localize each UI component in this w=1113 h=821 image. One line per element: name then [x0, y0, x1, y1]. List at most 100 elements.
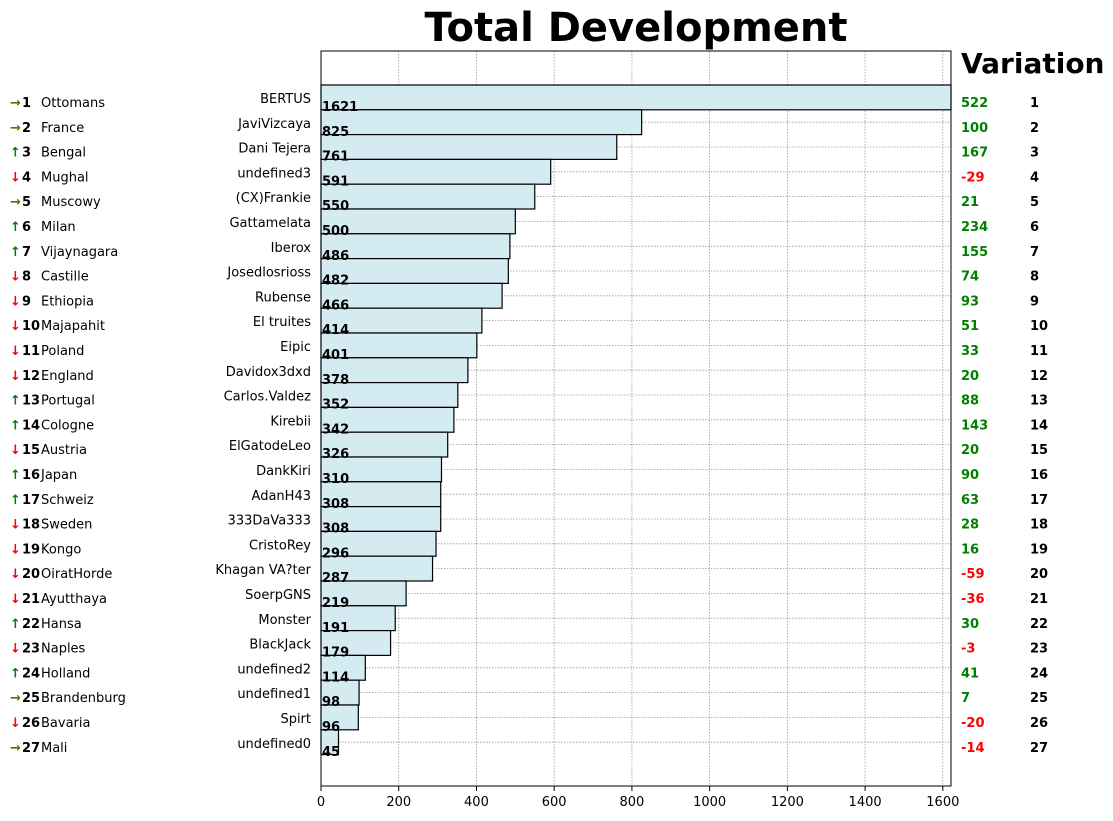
player-label: undefined0 — [237, 737, 311, 752]
value-label: 825 — [322, 125, 349, 140]
rank-label: 8 — [22, 270, 31, 285]
rank-label: 2 — [22, 121, 31, 136]
country-label: Austria — [41, 443, 87, 458]
variation-value: 522 — [961, 96, 988, 111]
value-label: 308 — [322, 522, 349, 537]
rank-label: 11 — [22, 344, 40, 359]
variation-value: 234 — [961, 220, 988, 235]
trend-icon: ↑ — [10, 394, 21, 409]
country-label: Cologne — [41, 418, 94, 433]
variation-value: 33 — [961, 344, 979, 359]
rank-label: 20 — [22, 567, 40, 582]
rank-label: 13 — [22, 394, 40, 409]
trend-icon: ↑ — [10, 245, 21, 260]
trend-icon: ↓ — [10, 344, 21, 359]
variation-value: -20 — [961, 716, 985, 731]
country-label: France — [41, 121, 84, 136]
country-label: Majapahit — [41, 319, 105, 334]
variation-value: 7 — [961, 691, 970, 706]
bar — [320, 109, 643, 136]
x-tick-label: 0 — [317, 795, 325, 810]
variation-value: 93 — [961, 294, 979, 309]
variation-rank: 20 — [1030, 567, 1048, 582]
trend-icon: ↑ — [10, 220, 21, 235]
trend-icon: → — [10, 96, 21, 111]
player-label: BlackJack — [249, 638, 311, 653]
bar — [320, 580, 407, 607]
rank-label: 10 — [22, 319, 40, 334]
value-label: 401 — [322, 348, 349, 363]
value-label: 414 — [322, 323, 349, 338]
variation-rank: 10 — [1030, 319, 1048, 334]
player-label: 333DaVa333 — [228, 514, 311, 529]
bar — [320, 158, 552, 185]
player-label: SoerpGNS — [245, 588, 311, 603]
value-label: 179 — [322, 646, 349, 661]
x-tick-label: 400 — [464, 795, 489, 810]
country-label: England — [41, 369, 94, 384]
trend-icon: ↓ — [10, 542, 21, 557]
value-label: 287 — [322, 571, 349, 586]
value-label: 45 — [322, 745, 340, 760]
country-label: Hansa — [41, 617, 82, 632]
value-label: 296 — [322, 546, 349, 561]
player-label: BERTUS — [260, 92, 311, 107]
variation-rank: 16 — [1030, 468, 1048, 483]
variation-rank: 2 — [1030, 121, 1039, 136]
variation-rank: 15 — [1030, 443, 1048, 458]
rank-label: 22 — [22, 617, 40, 632]
bar — [320, 282, 503, 309]
variation-value: 28 — [961, 518, 979, 533]
trend-icon: → — [10, 121, 21, 136]
value-label: 466 — [322, 298, 349, 313]
variation-rank: 1 — [1030, 96, 1039, 111]
rank-label: 23 — [22, 642, 40, 657]
x-tick-label: 600 — [542, 795, 567, 810]
bar — [320, 307, 483, 334]
bar — [320, 654, 366, 681]
player-label: DankKiri — [256, 464, 311, 479]
trend-icon: ↑ — [10, 617, 21, 632]
variation-value: 16 — [961, 542, 979, 557]
variation-value: 51 — [961, 319, 979, 334]
player-label: Josedlosrioss — [226, 266, 311, 281]
variation-value: 100 — [961, 121, 988, 136]
variation-value: 155 — [961, 245, 988, 260]
player-label: Rubense — [255, 290, 311, 305]
variation-value: 30 — [961, 617, 979, 632]
rank-label: 16 — [22, 468, 40, 483]
variation-rank: 12 — [1030, 369, 1048, 384]
x-tick-label: 200 — [386, 795, 411, 810]
rank-label: 12 — [22, 369, 40, 384]
variation-rank: 11 — [1030, 344, 1048, 359]
rank-label: 24 — [22, 666, 40, 681]
variation-value: 63 — [961, 493, 979, 508]
country-label: Japan — [40, 468, 77, 483]
country-label: Holland — [41, 666, 90, 681]
trend-icon: → — [10, 691, 21, 706]
bar — [320, 233, 511, 260]
variation-value: 88 — [961, 394, 979, 409]
player-label: ElGatodeLeo — [229, 439, 311, 454]
country-label: Brandenburg — [41, 691, 126, 706]
variation-value: 74 — [961, 270, 979, 285]
player-label: Gattamelata — [229, 216, 311, 231]
x-tick-label: 1400 — [849, 795, 882, 810]
value-label: 342 — [322, 422, 349, 437]
rank-label: 17 — [22, 493, 40, 508]
variation-value: 167 — [961, 146, 988, 161]
player-label: Monster — [258, 613, 311, 628]
value-label: 761 — [322, 150, 349, 165]
rank-label: 4 — [22, 170, 31, 185]
trend-icon: ↑ — [10, 146, 21, 161]
variation-value: 143 — [961, 418, 988, 433]
bar — [320, 84, 952, 111]
bar — [320, 704, 359, 731]
rank-label: 21 — [22, 592, 40, 607]
trend-icon: ↓ — [10, 518, 21, 533]
variation-value: -36 — [961, 592, 985, 607]
rank-label: 18 — [22, 518, 40, 533]
variation-rank: 17 — [1030, 493, 1048, 508]
value-label: 378 — [322, 373, 349, 388]
